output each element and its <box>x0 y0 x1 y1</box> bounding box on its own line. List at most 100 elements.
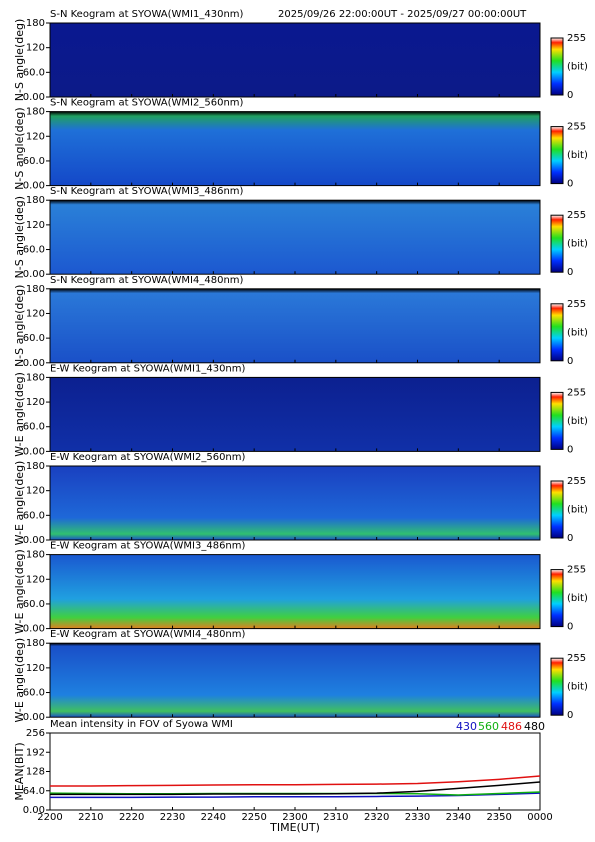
keogram-image <box>50 288 540 363</box>
x-tick-label: 2210 <box>78 812 103 823</box>
colorbar-tick-label: 0 <box>567 356 573 367</box>
colorbar-tick-label: 0 <box>567 179 573 190</box>
y-tick-label: 180 <box>26 107 45 118</box>
y-tick-label: 60.0 <box>23 333 45 344</box>
y-axis-label: N-S angle(deg) <box>13 285 26 368</box>
keogram-image <box>50 111 540 186</box>
panel-title: S-N Keogram at SYOWA(WMI1_430nm) <box>50 9 244 20</box>
y-tick-label: 120 <box>26 574 45 585</box>
colorbar-tick-label: 255 <box>567 210 586 221</box>
colorbar-tick-label: 0 <box>567 90 573 101</box>
colorbar <box>550 391 564 450</box>
colorbar-tick-label: 0 <box>567 533 573 544</box>
y-tick-label: 64.0 <box>23 786 45 797</box>
y-axis-label: N-S angle(deg) <box>13 107 26 190</box>
x-tick-label: 2350 <box>486 812 511 823</box>
colorbar-tick-label: 0 <box>567 444 573 455</box>
colorbar-tick-label: 0 <box>567 710 573 721</box>
y-tick-label: 180 <box>26 461 45 472</box>
colorbar <box>550 569 564 628</box>
panel-title: S-N Keogram at SYOWA(WMI2_560nm) <box>50 98 244 109</box>
colorbar-label: (bit) <box>567 682 588 693</box>
y-tick-label: 120 <box>26 220 45 231</box>
y-tick-label: 120 <box>26 663 45 674</box>
colorbar-tick-label: 255 <box>567 33 586 44</box>
legend-entry: 430 <box>456 720 477 733</box>
colorbar-tick-label: 255 <box>567 299 586 310</box>
colorbar <box>550 303 564 362</box>
legend-entry: 480 <box>524 720 545 733</box>
y-tick-label: 0.00 <box>23 269 45 280</box>
colorbar-label: (bit) <box>567 416 588 427</box>
keogram-image <box>50 554 540 629</box>
y-axis-label: W-E angle(deg) <box>13 549 26 634</box>
x-tick-label: 2320 <box>364 812 389 823</box>
y-tick-label: 0.00 <box>23 712 45 723</box>
y-tick-label: 180 <box>26 638 45 649</box>
y-axis-label: MEAN(BIT) <box>13 742 26 800</box>
y-tick-label: 120 <box>26 397 45 408</box>
y-tick-label: 128 <box>26 767 45 778</box>
colorbar-tick-label: 0 <box>567 267 573 278</box>
colorbar <box>550 214 564 273</box>
panel-title: E-W Keogram at SYOWA(WMI4_480nm) <box>50 629 246 640</box>
y-tick-label: 60.0 <box>23 510 45 521</box>
colorbar-label: (bit) <box>567 150 588 161</box>
y-tick-label: 0.00 <box>23 535 45 546</box>
colorbar <box>550 37 564 96</box>
colorbar-tick-label: 255 <box>567 565 586 576</box>
colorbar-label: (bit) <box>567 327 588 338</box>
y-axis-label: N-S angle(deg) <box>13 196 26 279</box>
y-tick-label: 0.00 <box>23 358 45 369</box>
y-axis-label: W-E angle(deg) <box>13 638 26 723</box>
y-axis-label: W-E angle(deg) <box>13 461 26 546</box>
y-tick-label: 0.00 <box>23 624 45 635</box>
x-tick-label: 0000 <box>527 812 552 823</box>
y-axis-label: W-E angle(deg) <box>13 372 26 457</box>
panel-title: E-W Keogram at SYOWA(WMI3_486nm) <box>50 541 246 552</box>
x-tick-label: 2240 <box>201 812 226 823</box>
y-tick-label: 60.0 <box>23 688 45 699</box>
y-tick-label: 60.0 <box>23 67 45 78</box>
keogram-image <box>50 23 540 97</box>
colorbar-label: (bit) <box>567 62 588 73</box>
plot-frame <box>49 732 541 811</box>
legend-entry: 560 <box>478 720 499 733</box>
x-tick-label: 2250 <box>241 812 266 823</box>
panel-title: S-N Keogram at SYOWA(WMI3_486nm) <box>50 186 244 197</box>
x-tick-label: 2340 <box>446 812 471 823</box>
colorbar-tick-label: 255 <box>567 476 586 487</box>
y-tick-label: 0.00 <box>23 92 45 103</box>
y-tick-label: 120 <box>26 131 45 142</box>
series-line <box>50 781 541 796</box>
colorbar-tick-label: 255 <box>567 653 586 664</box>
y-tick-label: 120 <box>26 308 45 319</box>
keogram-image <box>50 200 540 275</box>
y-tick-label: 256 <box>26 728 45 739</box>
y-tick-label: 180 <box>26 550 45 561</box>
y-tick-label: 180 <box>26 195 45 206</box>
keogram-image <box>50 377 540 452</box>
y-tick-label: 180 <box>26 18 45 29</box>
y-axis-label: N-S angle(deg) <box>13 19 26 102</box>
panel-subtitle: 2025/09/26 22:00:00UT - 2025/09/27 00:00… <box>278 9 527 20</box>
x-tick-label: 2220 <box>119 812 144 823</box>
series-line <box>50 775 541 787</box>
keogram-image <box>50 643 540 718</box>
y-tick-label: 0.00 <box>23 805 45 816</box>
y-tick-label: 0.00 <box>23 446 45 457</box>
panel-title: E-W Keogram at SYOWA(WMI2_560nm) <box>50 452 246 463</box>
chart-title: Mean intensity in FOV of Syowa WMI <box>50 719 233 730</box>
x-tick-label: 2230 <box>160 812 185 823</box>
x-axis-label: TIME(UT) <box>269 821 320 834</box>
y-tick-label: 180 <box>26 372 45 383</box>
colorbar-label: (bit) <box>567 239 588 250</box>
x-tick-label: 2200 <box>37 812 62 823</box>
colorbar-label: (bit) <box>567 593 588 604</box>
x-tick-label: 2330 <box>405 812 430 823</box>
colorbar-tick-label: 255 <box>567 387 586 398</box>
panel-title: E-W Keogram at SYOWA(WMI1_430nm) <box>50 363 246 374</box>
colorbar <box>550 657 564 716</box>
colorbar <box>550 480 564 539</box>
